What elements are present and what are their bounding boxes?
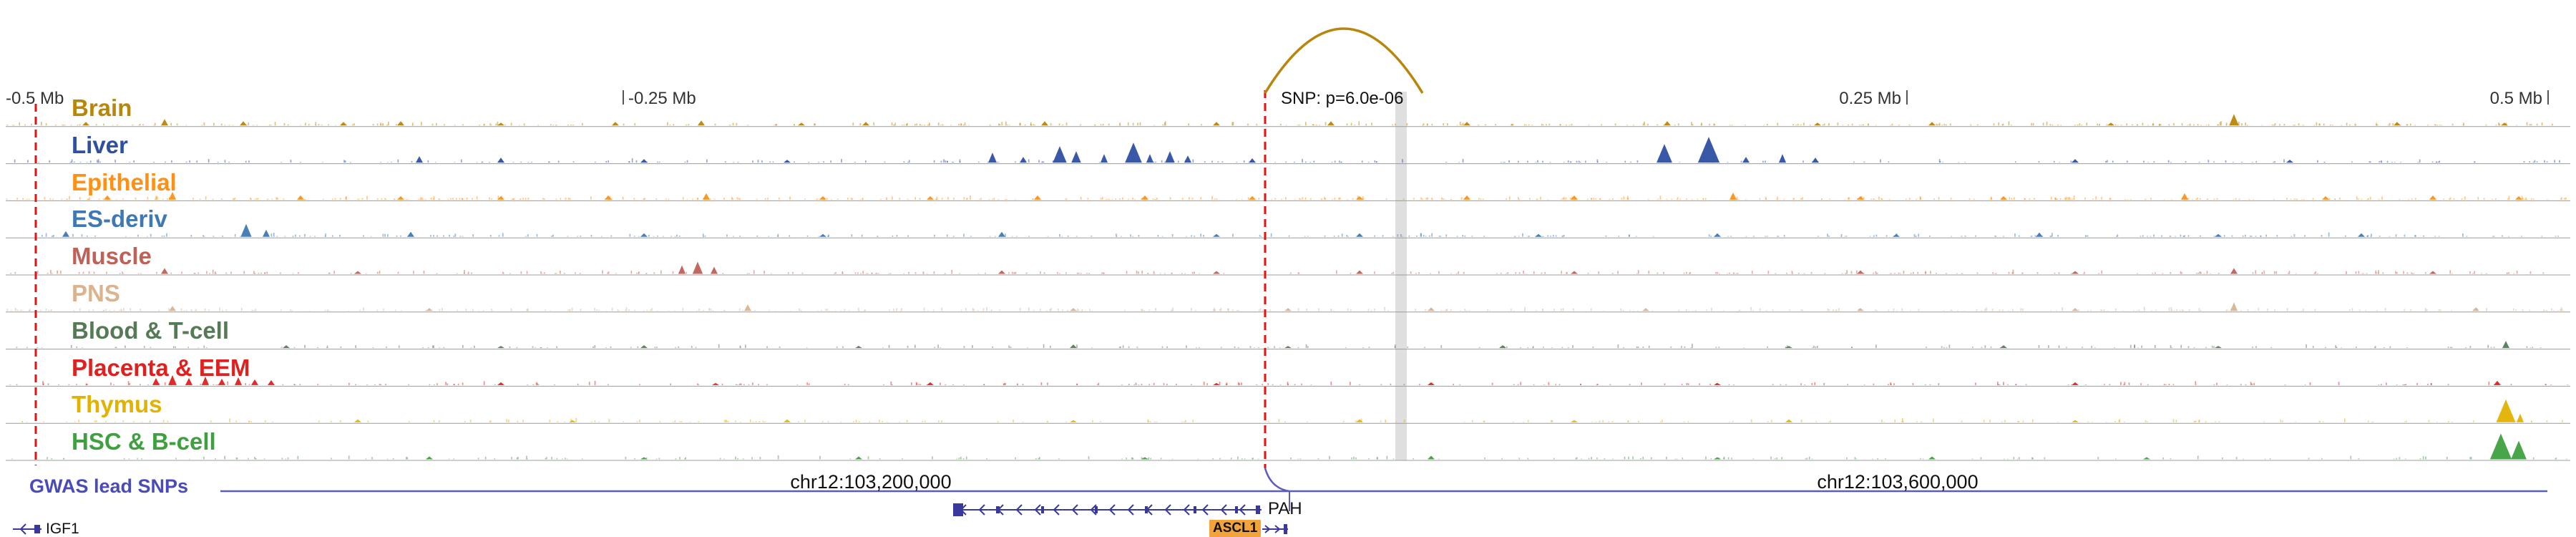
track-label-brain: Brain bbox=[72, 95, 132, 121]
track-signal-hsc-b-cell bbox=[11, 433, 2567, 460]
track-signal-thymus bbox=[21, 399, 2563, 422]
track-signal-brain bbox=[6, 114, 2553, 126]
interaction-arc bbox=[1264, 27, 1424, 94]
track-signal-pns bbox=[6, 302, 2565, 311]
axis-label-minus-0-5mb: -0.5 Mb bbox=[6, 89, 64, 108]
track-label-blood-t-cell: Blood & T-cell bbox=[72, 317, 230, 344]
track-signal-muscle bbox=[10, 261, 2545, 274]
track-signal-placenta-eem bbox=[9, 374, 2569, 385]
highlight-band bbox=[1395, 92, 1407, 460]
track-label-liver: Liver bbox=[72, 132, 128, 158]
track-label-placenta-eem: Placenta & EEM bbox=[72, 354, 250, 381]
track-signal-liver bbox=[14, 137, 2560, 163]
track-signal-epithelial bbox=[6, 191, 2567, 200]
gene-label-ascl1[interactable]: ASCL1 bbox=[1209, 520, 1262, 537]
track-label-epithelial: Epithelial bbox=[72, 169, 177, 195]
track-signal-es-deriv bbox=[42, 223, 2559, 237]
coordinate-label-left: chr12:103,200,000 bbox=[790, 471, 952, 493]
axis-label-minus-0-25mb: -0.25 Mb bbox=[628, 89, 696, 108]
lead-snp-connector bbox=[1264, 468, 1290, 493]
coordinate-label-right: chr12:103,600,000 bbox=[1817, 471, 1979, 493]
track-signal-blood-t-cell bbox=[16, 341, 2542, 349]
track-label-thymus: Thymus bbox=[72, 391, 162, 417]
track-label-muscle: Muscle bbox=[72, 243, 152, 269]
snp-pvalue-label: SNP: p=6.0e-06 bbox=[1281, 89, 1404, 108]
track-label-hsc-b-cell: HSC & B-cell bbox=[72, 428, 216, 455]
axis-label-0-5mb: 0.5 Mb bbox=[2489, 89, 2542, 108]
gene-model-igf1[interactable] bbox=[13, 523, 42, 535]
gene-label-igf1[interactable]: IGF1 bbox=[46, 521, 79, 537]
gene-model-pah[interactable] bbox=[953, 503, 1262, 516]
track-label-es-deriv: ES-deriv bbox=[72, 205, 167, 232]
gene-model-ascl1[interactable] bbox=[1262, 524, 1288, 534]
gene-label-pah[interactable]: PAH bbox=[1268, 499, 1302, 518]
track-label-pns: PNS bbox=[72, 280, 120, 306]
gwas-lead-snps-label: GWAS lead SNPs bbox=[29, 475, 189, 497]
axis-label-0-25mb: 0.25 Mb bbox=[1839, 89, 1901, 108]
